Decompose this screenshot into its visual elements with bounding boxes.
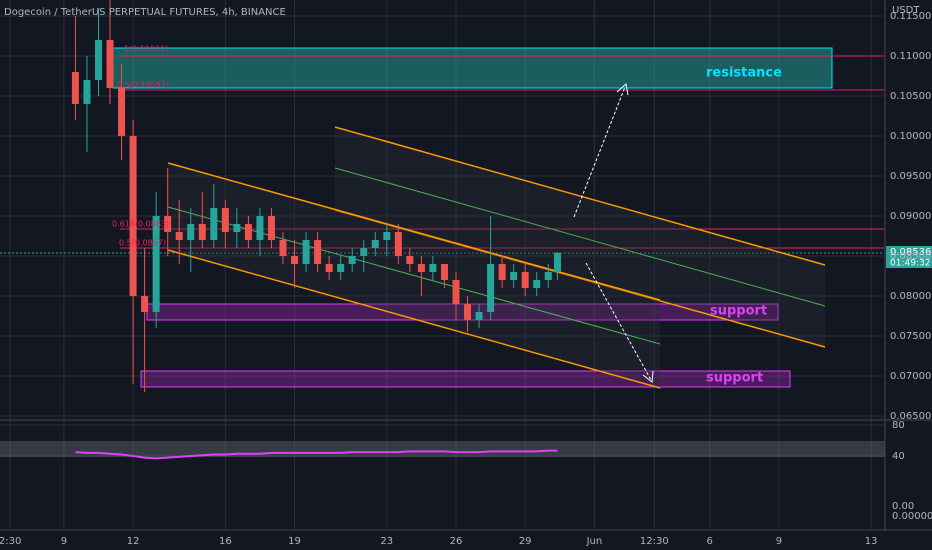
candle-body [256, 216, 264, 240]
candle-body [164, 216, 172, 232]
y-tick-label: 0.07500 [890, 331, 931, 342]
fib-label: 0.5(0.10597) [117, 81, 169, 90]
y-tick-label: 0.08500 [890, 251, 931, 262]
candle-body [141, 296, 149, 312]
y-tick-label: 0.10000 [890, 131, 931, 142]
indicator-label: 0.00 [892, 501, 914, 512]
x-tick-label: 6 [707, 536, 713, 547]
x-tick-label: 2:30 [0, 536, 21, 547]
title: Dogecoin / TetherUS PERPETUAL FUTURES, 4… [4, 7, 286, 18]
candle-body [314, 240, 322, 264]
y-tick-label: 0.11000 [890, 51, 931, 62]
candle-body [464, 304, 472, 320]
candle-body [291, 256, 299, 264]
candle-body [498, 264, 506, 280]
candle-body [348, 256, 356, 264]
candle-body [452, 280, 460, 304]
candle-body [233, 224, 241, 232]
candle-body [83, 80, 91, 104]
candle-body [152, 216, 160, 312]
indicator-tick-label: 40 [892, 451, 905, 462]
candle-body [94, 40, 102, 80]
candle-body [429, 264, 437, 272]
candle-body [187, 224, 195, 240]
x-tick-label: 13 [865, 536, 878, 547]
candle-body [521, 272, 529, 288]
candle-body [440, 264, 448, 280]
candle-body [244, 224, 252, 240]
candle-body [325, 264, 333, 272]
channel-line [334, 126, 826, 266]
fib-label: 1(0.11011) [124, 45, 168, 54]
annotation: resistance [706, 66, 782, 81]
channel-line [334, 167, 826, 307]
x-tick-label: 29 [519, 536, 532, 547]
indicator-line [75, 449, 558, 460]
candle-body [360, 248, 368, 256]
indicator-label: 0.00000 [892, 511, 932, 522]
indicator-band [0, 441, 885, 457]
y-tick-label: 0.09000 [890, 211, 931, 222]
fib-label: 0.618(0.0883) [112, 220, 169, 229]
candle-body [510, 272, 518, 280]
candle-body [221, 208, 229, 232]
countdown: 01:49:32 [890, 259, 930, 269]
candle-body [118, 88, 126, 136]
candle-body [129, 136, 137, 296]
support-box [140, 370, 791, 388]
candle-body [544, 272, 552, 280]
candle-body [475, 312, 483, 320]
resistance-box [112, 47, 833, 89]
candles [71, 0, 561, 392]
candle-body [337, 264, 345, 272]
channel-line [167, 249, 661, 389]
y-tick-label: 0.07000 [890, 371, 931, 382]
candle-body [279, 240, 287, 256]
x-tick-label: 9 [61, 536, 67, 547]
candle-body [383, 232, 391, 240]
arrow-head [616, 83, 629, 96]
x-tick-label: 23 [380, 536, 393, 547]
x-tick-label: 9 [776, 536, 782, 547]
indicator-tick-label: 80 [892, 420, 905, 431]
y-tick-label: 0.09500 [890, 171, 931, 182]
fib-label: 0.5(0.0857) [119, 239, 166, 248]
annotation: support [706, 371, 763, 386]
candle-body [267, 216, 275, 240]
candle-body [175, 232, 183, 240]
candle-body [198, 224, 206, 240]
x-tick-label: 12:30 [640, 536, 669, 547]
y-tick-label: 0.08000 [890, 291, 931, 302]
channel-line [167, 162, 661, 301]
arrow-head [642, 370, 654, 383]
arrow [573, 86, 626, 218]
candle-body [394, 232, 402, 256]
candle-body [553, 252, 561, 272]
x-tick-label: 16 [219, 536, 232, 547]
x-tick-label: 12 [127, 536, 140, 547]
candle-body [210, 208, 218, 240]
candle-body [487, 264, 495, 312]
candle-body [406, 256, 414, 264]
y-tick-label: 0.10500 [890, 91, 931, 102]
price-tag [886, 246, 932, 268]
x-tick-label: 19 [288, 536, 301, 547]
candle-body [106, 40, 114, 88]
price-tag-label: 0.08536 [890, 247, 931, 258]
y-tick-label: 0.11500 [890, 11, 931, 22]
y-tick-label: 0.06500 [890, 411, 931, 422]
candle-body [417, 264, 425, 272]
candle-body [302, 240, 310, 264]
candle-body [371, 240, 379, 248]
x-tick-label: 26 [450, 536, 463, 547]
currency: USDT [892, 5, 920, 16]
x-tick-label: Jun [586, 536, 603, 547]
candle-body [71, 72, 79, 104]
annotation: support [710, 304, 767, 319]
arrow [585, 262, 652, 381]
candle-body [533, 280, 541, 288]
